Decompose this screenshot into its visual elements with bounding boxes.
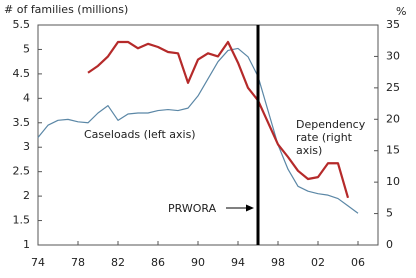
y-tick-label: 5 xyxy=(23,42,30,55)
plot-frame xyxy=(37,24,379,246)
y2-tick-label: 10 xyxy=(386,175,400,188)
x-tick-label: 74 xyxy=(31,256,45,269)
y-tick-label: 4.5 xyxy=(13,67,31,80)
y2-tick-label: 20 xyxy=(386,112,400,125)
y-tick-label: 3.5 xyxy=(13,116,31,129)
x-tick-label: 06 xyxy=(351,256,365,269)
y2-axis-title: % xyxy=(396,5,406,18)
y-tick-label: 5.5 xyxy=(13,18,31,31)
y2-tick-label: 15 xyxy=(386,144,400,157)
x-tick-label: 90 xyxy=(191,256,205,269)
x-tick-label: 82 xyxy=(111,256,125,269)
y-tick-label: 2 xyxy=(23,189,30,202)
y-tick-label: 2.5 xyxy=(13,165,31,178)
event-label: PRWORA xyxy=(168,202,217,215)
x-tick-label: 94 xyxy=(231,256,245,269)
series-line xyxy=(87,40,350,199)
y-axis-title: # of families (millions) xyxy=(4,3,128,16)
y-tick-label: 4 xyxy=(23,91,30,104)
y-tick-label: 1.5 xyxy=(13,214,31,227)
y2-tick-label: 35 xyxy=(386,18,400,31)
y2-tick-label: 30 xyxy=(386,49,400,62)
y2-tick-label: 5 xyxy=(386,207,393,220)
series-line xyxy=(37,47,359,214)
event-arrowhead xyxy=(246,204,254,212)
y-tick-label: 1 xyxy=(23,238,30,251)
y2-tick-label: 0 xyxy=(386,238,393,251)
y2-tick-label: 25 xyxy=(386,81,400,94)
x-tick-label: 86 xyxy=(151,256,165,269)
x-tick-label: 78 xyxy=(71,256,85,269)
series-label: Dependency rate (right axis) xyxy=(296,118,366,157)
x-tick-label: 98 xyxy=(271,256,285,269)
series-label: Caseloads (left axis) xyxy=(84,128,196,141)
y-tick-label: 3 xyxy=(23,140,30,153)
x-tick-label: 02 xyxy=(311,256,325,269)
